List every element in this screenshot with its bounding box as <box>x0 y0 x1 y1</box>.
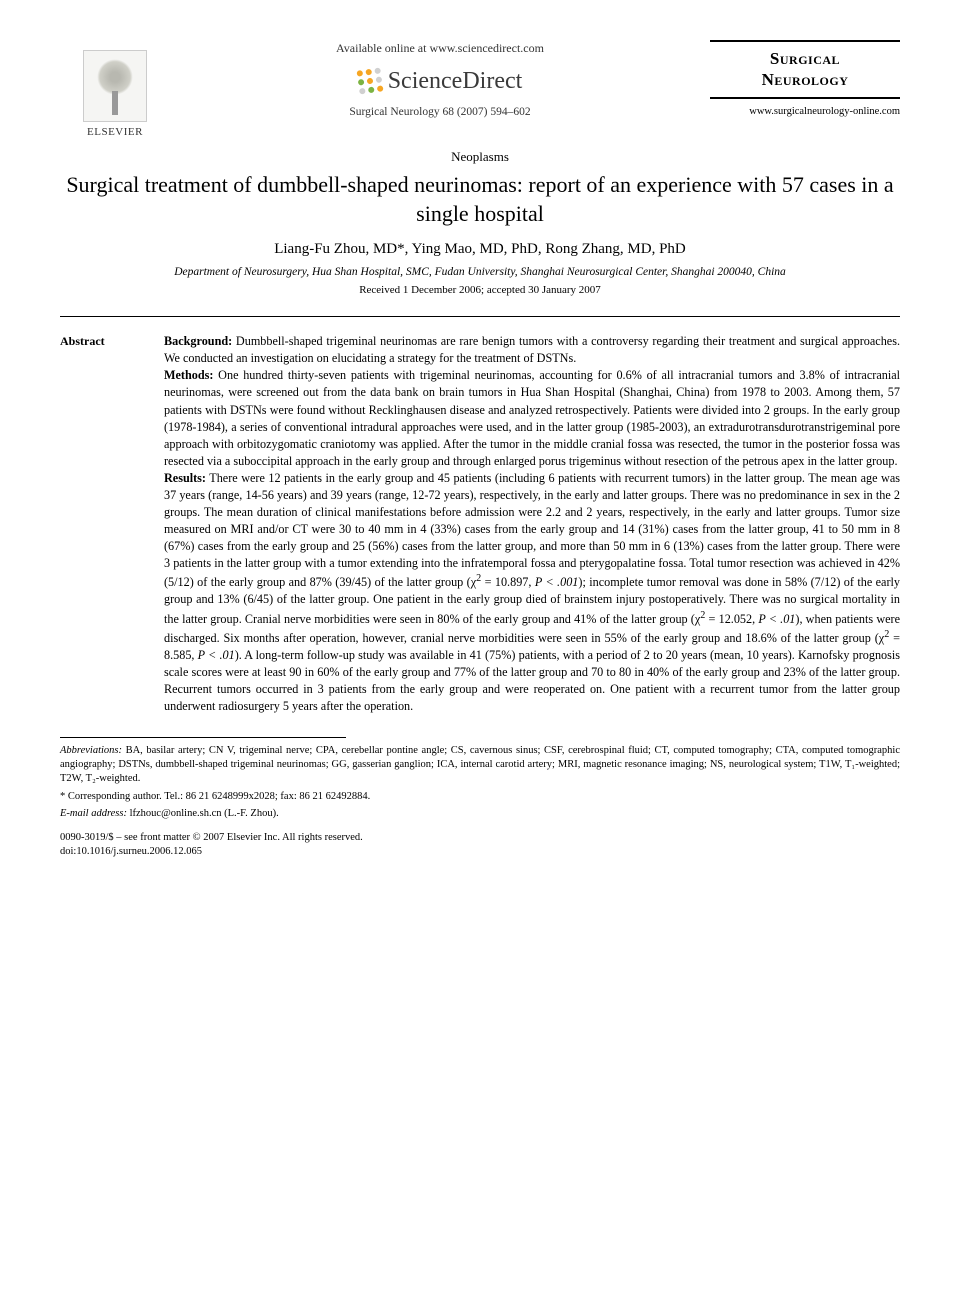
copyright-block: 0090-3019/$ – see front matter © 2007 El… <box>60 831 900 858</box>
elsevier-logo-block: ELSEVIER <box>60 40 170 140</box>
elsevier-tree-icon <box>83 50 147 122</box>
email-text: lfzhouc@online.sh.cn (L.-F. Zhou). <box>127 808 279 819</box>
journal-url: www.surgicalneurology-online.com <box>710 105 900 119</box>
dot <box>356 70 363 77</box>
doi-line: doi:10.1016/j.surneu.2006.12.065 <box>60 845 900 859</box>
abbrev-head: Abbreviations: <box>60 745 122 756</box>
header-row: ELSEVIER Available online at www.science… <box>60 40 900 140</box>
footnotes: Abbreviations: BA, basilar artery; CN V,… <box>60 744 900 821</box>
journal-block-wrap: Surgical Neurology www.surgicalneurology… <box>710 40 900 119</box>
journal-name-1: Surgical <box>710 48 900 69</box>
p3: P < .01 <box>198 648 235 662</box>
background-text: Dumbbell-shaped trigeminal neurinomas ar… <box>164 334 900 365</box>
abbreviations-line: Abbreviations: BA, basilar artery; CN V,… <box>60 744 900 787</box>
corresponding-line: * Corresponding author. Tel.: 86 21 6248… <box>60 790 900 804</box>
methods-text: One hundred thirty-seven patients with t… <box>164 368 900 467</box>
sciencedirect-text: ScienceDirect <box>388 65 523 97</box>
author-line: Liang-Fu Zhou, MD*, Ying Mao, MD, PhD, R… <box>60 239 900 259</box>
background-head: Background: <box>164 334 232 348</box>
elsevier-label: ELSEVIER <box>87 125 143 140</box>
dates-line: Received 1 December 2006; accepted 30 Ja… <box>60 283 900 298</box>
footnote-rule <box>60 737 346 738</box>
dot <box>374 68 381 75</box>
abbrev-text: BA, basilar artery; CN V, trigeminal ner… <box>60 745 900 784</box>
citation-line: Surgical Neurology 68 (2007) 594–602 <box>180 105 700 121</box>
p1: P < .001 <box>535 575 579 589</box>
chi2-val: = 12.052, <box>705 612 758 626</box>
abstract-block: Abstract Background: Dumbbell-shaped tri… <box>60 333 900 715</box>
p2: P < .01 <box>758 612 795 626</box>
dot <box>375 77 382 84</box>
affiliation: Department of Neurosurgery, Hua Shan Hos… <box>60 265 900 281</box>
dot <box>365 69 372 76</box>
chi1-val: = 10.897, <box>481 575 535 589</box>
article-title: Surgical treatment of dumbbell-shaped ne… <box>60 171 900 228</box>
journal-masthead: Surgical Neurology <box>710 40 900 99</box>
journal-name-2: Neurology <box>710 69 900 90</box>
dot <box>368 87 375 94</box>
methods-head: Methods: <box>164 368 213 382</box>
header-center: Available online at www.sciencedirect.co… <box>170 40 710 121</box>
divider-top <box>60 316 900 317</box>
abstract-label: Abstract <box>60 333 140 715</box>
copyright-line: 0090-3019/$ – see front matter © 2007 El… <box>60 831 900 845</box>
email-line: E-mail address: lfzhouc@online.sh.cn (L.… <box>60 807 900 821</box>
results-text-1: There were 12 patients in the early grou… <box>164 471 900 590</box>
results-text-4: ). A long-term follow-up study was avail… <box>164 648 900 713</box>
email-head: E-mail address: <box>60 808 127 819</box>
sciencedirect-logo: ScienceDirect <box>358 65 523 97</box>
dot <box>376 85 383 92</box>
dot <box>366 78 373 85</box>
section-label: Neoplasms <box>60 148 900 166</box>
sciencedirect-dots-icon <box>356 68 383 95</box>
availability-line: Available online at www.sciencedirect.co… <box>180 40 700 56</box>
dot <box>359 88 366 95</box>
dot <box>357 79 364 86</box>
abstract-body: Background: Dumbbell-shaped trigeminal n… <box>164 333 900 715</box>
results-head: Results: <box>164 471 206 485</box>
